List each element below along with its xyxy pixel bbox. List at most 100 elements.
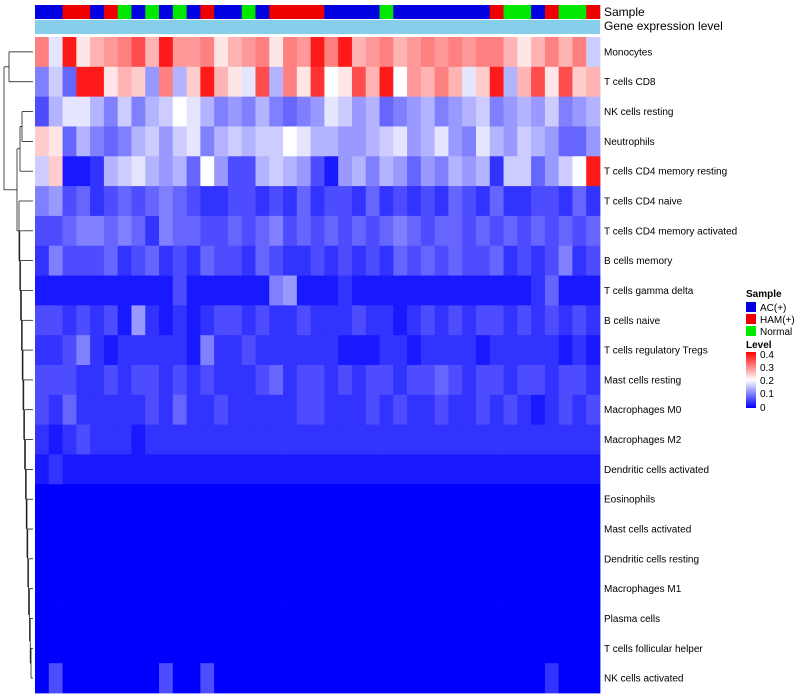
heatmap-cell (172, 365, 187, 396)
heatmap-cell (586, 275, 601, 306)
heatmap-cell (379, 37, 394, 68)
heatmap-cell (572, 96, 587, 127)
heatmap-cell (131, 484, 146, 515)
heatmap-cell (393, 394, 408, 426)
heatmap-cell (517, 603, 532, 634)
heatmap-cell (103, 484, 119, 515)
heatmap-cell (90, 543, 105, 575)
heatmap-cell (324, 245, 339, 276)
row-dendrogram (3, 51, 33, 679)
heatmap-cell (145, 365, 160, 396)
heatmap-cell (269, 215, 284, 247)
heatmap-cell (103, 365, 119, 396)
heatmap-cell (214, 394, 229, 426)
heatmap-cell (310, 305, 325, 336)
heatmap-cell (241, 305, 256, 336)
heatmap-cell (393, 305, 408, 336)
heatmap-cell (172, 215, 187, 247)
heatmap-cell (558, 126, 573, 157)
heatmap-cell (324, 156, 339, 187)
heatmap-cell (558, 484, 573, 515)
heatmap-cell (407, 37, 422, 68)
heatmap-cell (241, 66, 256, 98)
heatmap-cell (586, 245, 601, 276)
heatmap-cell (475, 186, 491, 217)
heatmap-cell (475, 394, 491, 426)
heatmap-cell (434, 573, 449, 604)
heatmap-cell (62, 96, 77, 127)
heatmap-cell (131, 215, 146, 247)
heatmap-cell (131, 603, 146, 634)
heatmap-cell (227, 186, 243, 217)
heatmap-cell (558, 156, 573, 187)
sample-annotation-cell (76, 5, 91, 19)
heatmap-cell (544, 215, 560, 247)
heatmap-cell (172, 394, 187, 426)
heatmap-cell (503, 215, 518, 247)
heatmap-cell (351, 215, 367, 247)
heatmap-cell (489, 245, 504, 276)
heatmap-cell (186, 245, 201, 276)
heatmap-cell (310, 454, 325, 485)
heatmap-cell (90, 603, 105, 634)
heatmap-cell (448, 186, 463, 217)
heatmap-cell (200, 394, 215, 426)
heatmap-cell (131, 424, 146, 455)
heatmap-cell (103, 66, 119, 98)
heatmap-cell (544, 573, 560, 604)
heatmap-cell (338, 663, 353, 694)
heatmap-cell (489, 96, 504, 127)
heatmap-cell (393, 156, 408, 187)
heatmap-cell (558, 394, 573, 426)
heatmap-cell (296, 186, 312, 217)
heatmap-cell (62, 663, 77, 694)
heatmap-cell (90, 156, 105, 187)
heatmap-cell (365, 454, 380, 485)
heatmap-cell (159, 275, 174, 306)
heatmap-cell (296, 484, 312, 515)
heatmap-cell (227, 424, 243, 455)
heatmap-cell (76, 305, 91, 336)
heatmap-cell (338, 543, 353, 575)
heatmap-cell (200, 305, 215, 336)
heatmap-cell (269, 424, 284, 455)
heatmap-cell (489, 335, 504, 366)
heatmap-cell (200, 603, 215, 634)
heatmap-cell (517, 66, 532, 98)
heatmap-cell (90, 484, 105, 515)
heatmap-cell (517, 543, 532, 575)
heatmap-cell (379, 245, 394, 276)
heatmap-cell (131, 514, 146, 545)
heatmap-cell (475, 573, 491, 604)
heatmap-cell (324, 305, 339, 336)
annotation-title-sample: Sample (604, 5, 645, 19)
heatmap-cell (475, 484, 491, 515)
heatmap-cell (255, 37, 270, 68)
heatmap-cell (324, 215, 339, 247)
heatmap-cell (117, 37, 132, 68)
heatmap-cell (572, 603, 587, 634)
heatmap-cell (103, 454, 119, 485)
heatmap-cell (172, 633, 187, 664)
heatmap-cell (296, 603, 312, 634)
sample-annotation-cell (517, 5, 532, 19)
heatmap-cell (296, 365, 312, 396)
heatmap-cell (434, 603, 449, 634)
heatmap-cell (35, 573, 50, 604)
heatmap-cell (489, 454, 504, 485)
heatmap-cell (338, 514, 353, 545)
heatmap-cell (393, 245, 408, 276)
heatmap-cell (76, 365, 91, 396)
heatmap-cell (90, 633, 105, 664)
heatmap-cell (200, 335, 215, 366)
heatmap-cell (379, 424, 394, 455)
heatmap-cell (269, 305, 284, 336)
sample-annotation-cell (145, 5, 160, 19)
heatmap-cell (90, 424, 105, 455)
heatmap-cell (572, 514, 587, 545)
heatmap-cell (90, 335, 105, 366)
heatmap-cell (462, 514, 477, 545)
heatmap-cell (255, 96, 270, 127)
heatmap-cell (351, 37, 367, 68)
heatmap-cell (544, 603, 560, 634)
